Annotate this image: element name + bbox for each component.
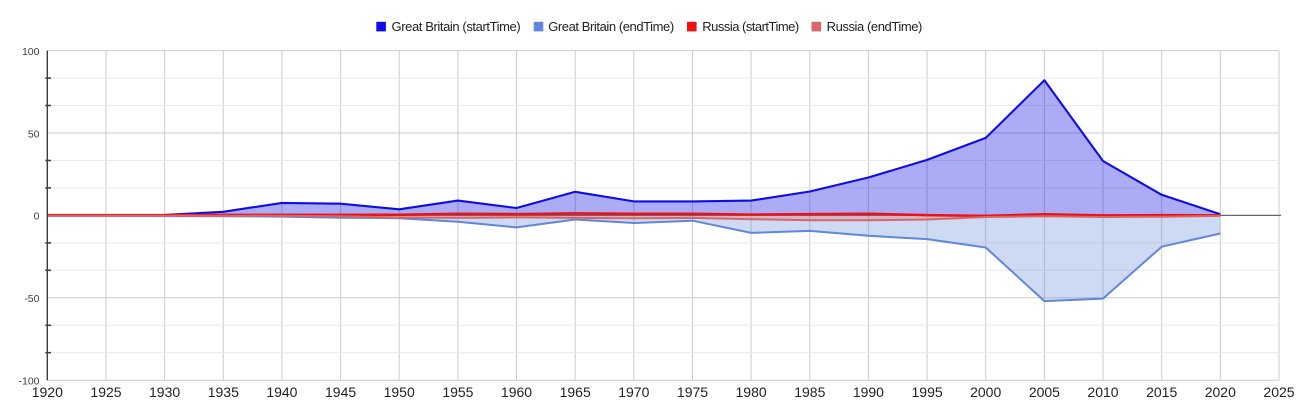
svg-text:1960: 1960 [501, 384, 532, 400]
svg-text:2000: 2000 [970, 384, 1001, 400]
svg-text:1950: 1950 [384, 384, 415, 400]
svg-text:1935: 1935 [208, 384, 239, 400]
svg-text:1985: 1985 [794, 384, 825, 400]
svg-text:1975: 1975 [677, 384, 708, 400]
svg-text:Russia (startTime): Russia (startTime) [702, 19, 799, 34]
svg-text:1980: 1980 [736, 384, 767, 400]
svg-text:2010: 2010 [1087, 384, 1118, 400]
svg-text:Russia (endTime): Russia (endTime) [827, 19, 923, 34]
svg-text:1945: 1945 [325, 384, 356, 400]
svg-text:1955: 1955 [442, 384, 473, 400]
svg-text:1940: 1940 [266, 384, 297, 400]
svg-text:0: 0 [34, 211, 40, 223]
svg-text:50: 50 [28, 128, 40, 140]
svg-text:2025: 2025 [1263, 384, 1294, 400]
svg-text:1920: 1920 [32, 384, 63, 400]
svg-text:1990: 1990 [853, 384, 884, 400]
svg-text:-50: -50 [24, 293, 39, 305]
svg-text:1925: 1925 [90, 384, 121, 400]
svg-text:2005: 2005 [1029, 384, 1060, 400]
svg-text:Great Britain (endTime): Great Britain (endTime) [548, 19, 674, 34]
svg-text:-100: -100 [18, 376, 39, 388]
svg-text:1965: 1965 [560, 384, 591, 400]
svg-text:1970: 1970 [618, 384, 649, 400]
svg-text:100: 100 [22, 46, 40, 58]
svg-text:1930: 1930 [149, 384, 180, 400]
svg-text:2015: 2015 [1146, 384, 1177, 400]
svg-text:2020: 2020 [1205, 384, 1236, 400]
svg-text:Great Britain (startTime): Great Britain (startTime) [392, 19, 521, 34]
svg-text:1995: 1995 [912, 384, 943, 400]
